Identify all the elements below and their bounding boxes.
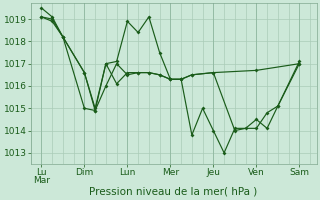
X-axis label: Pression niveau de la mer( hPa ): Pression niveau de la mer( hPa ) [90, 187, 258, 197]
